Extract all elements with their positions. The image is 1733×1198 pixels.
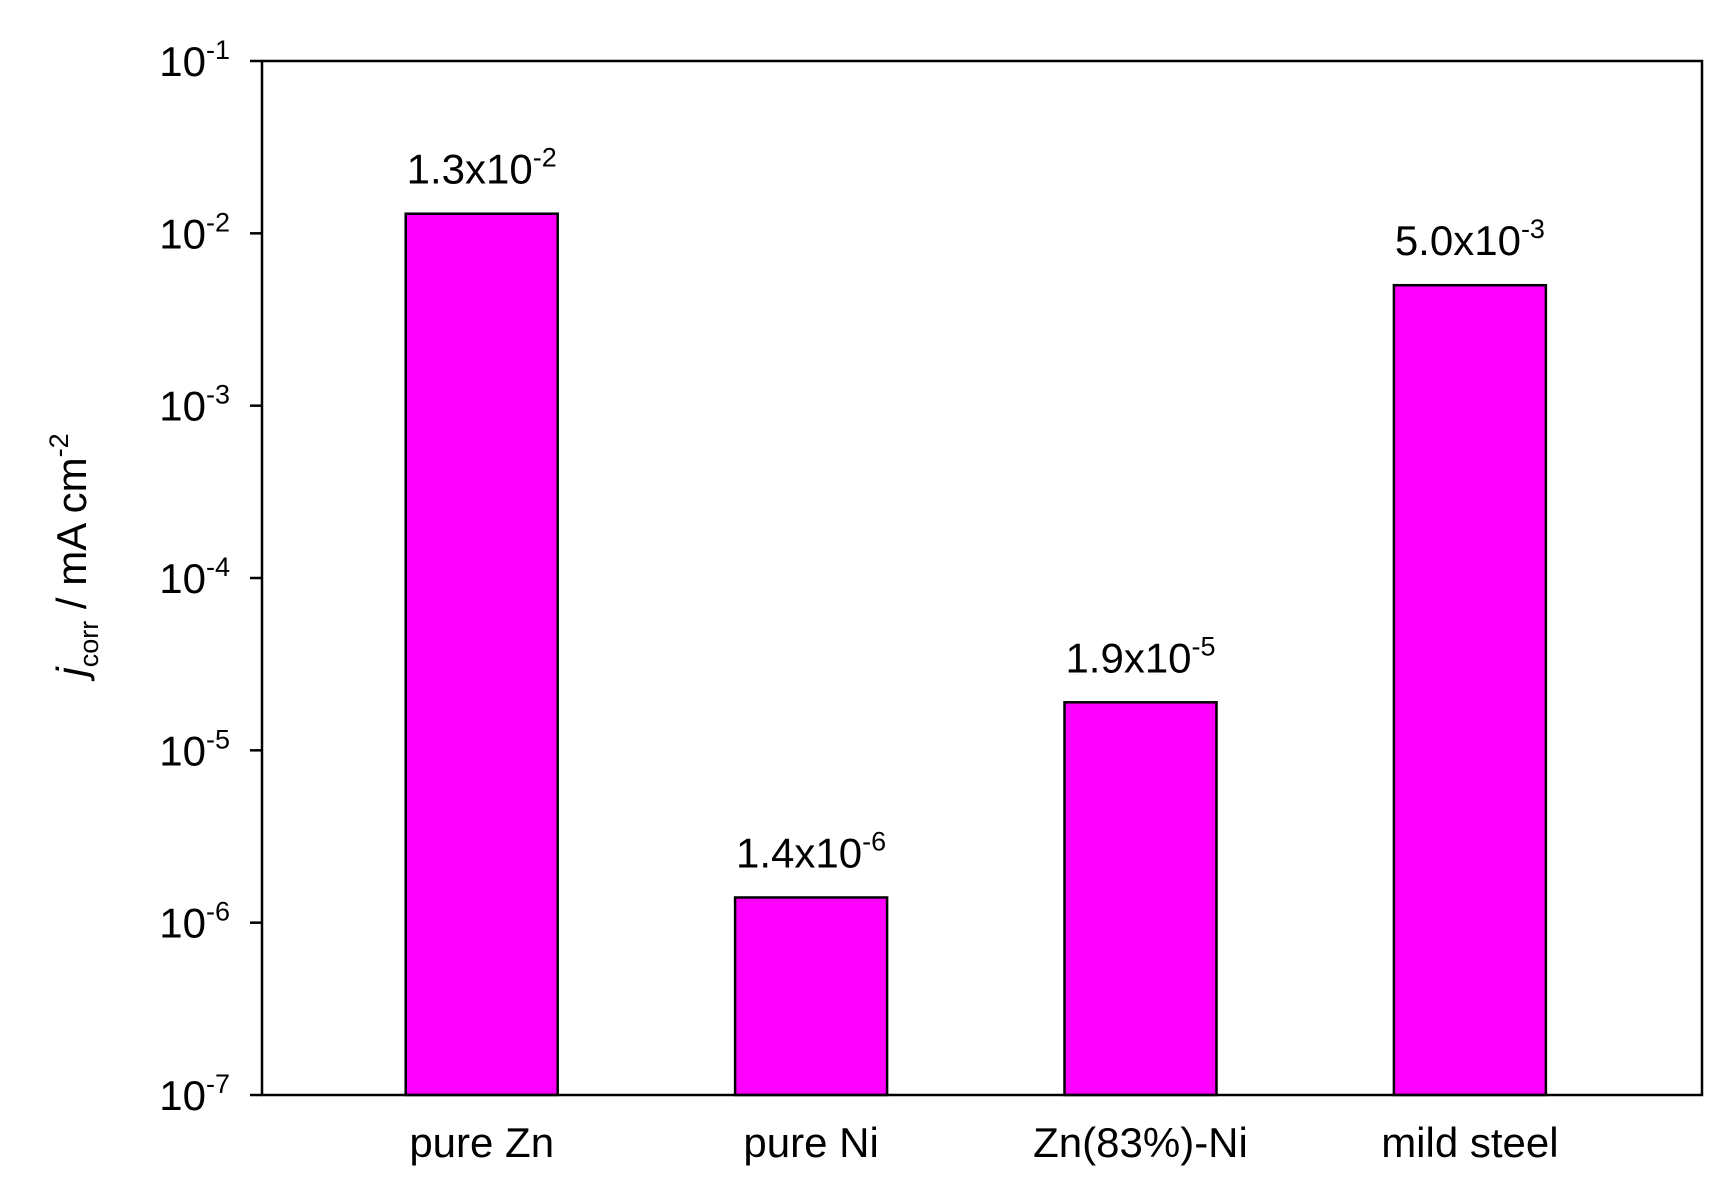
y-tick-exponent: -6 <box>206 897 230 927</box>
bar-value-label: 1.3x10-2 <box>407 143 557 193</box>
y-tick-label: 10-5 <box>159 724 230 774</box>
y-tick-exponent: -4 <box>206 552 230 582</box>
plot-area-frame <box>260 59 1704 1097</box>
x-axis-category-labels: pure Zn pure Ni Zn(83%)-Ni mild steel <box>409 1119 1558 1166</box>
bar-value-label: 1.4x10-6 <box>736 826 886 876</box>
bar-value-labels: 1.3x10-2 1.4x10-6 1.9x10-5 5.0x10-3 <box>407 143 1545 877</box>
x-category-label: pure Ni <box>743 1119 878 1166</box>
bars <box>404 212 1548 1097</box>
y-tick-exponent: -5 <box>206 724 230 754</box>
y-tick-label: 10-2 <box>159 207 230 257</box>
y-tick-label: 10-3 <box>159 380 230 430</box>
bar-value-exponent: -2 <box>533 143 557 173</box>
x-category-label: Zn(83%)-Ni <box>1033 1119 1248 1166</box>
y-tick-exponent: -3 <box>206 380 230 410</box>
bar-value-mantissa: 5.0x10 <box>1395 217 1521 264</box>
y-tick-base: 10 <box>159 727 206 774</box>
y-tick-exponent: -7 <box>206 1069 230 1099</box>
bar-value-mantissa: 1.9x10 <box>1065 634 1191 681</box>
bar <box>733 896 889 1097</box>
y-tick-label: 10-4 <box>159 552 230 602</box>
y-axis-label-unit: / mA cm <box>48 457 95 620</box>
y-axis-label-unit-exponent: -2 <box>44 433 74 457</box>
y-axis-ticks: 10-110-210-310-410-510-610-7 <box>159 35 262 1119</box>
x-category-label: mild steel <box>1381 1119 1558 1166</box>
bar-value-exponent: -5 <box>1192 631 1216 661</box>
y-tick-label: 10-1 <box>159 35 230 85</box>
bar-value-mantissa: 1.3x10 <box>407 146 533 193</box>
bar-value-exponent: -6 <box>862 826 886 856</box>
y-axis-label-subscript: corr <box>74 621 104 668</box>
y-tick-base: 10 <box>159 383 206 430</box>
bar <box>404 212 559 1097</box>
bar <box>1063 701 1218 1097</box>
y-tick-exponent: -2 <box>206 207 230 237</box>
y-tick-base: 10 <box>159 38 206 85</box>
bar-value-label: 1.9x10-5 <box>1065 631 1215 681</box>
y-tick-base: 10 <box>159 900 206 947</box>
y-axis-label: jcorr / mA cm-2 <box>44 433 104 681</box>
y-tick-label: 10-6 <box>159 897 230 947</box>
x-category-label: pure Zn <box>409 1119 554 1166</box>
bar-value-mantissa: 1.4x10 <box>736 829 862 876</box>
bar-value-exponent: -3 <box>1521 214 1545 244</box>
bar <box>1392 283 1548 1097</box>
y-tick-base: 10 <box>159 210 206 257</box>
y-tick-base: 10 <box>159 1072 206 1119</box>
y-tick-exponent: -1 <box>206 35 230 65</box>
bar-value-label: 5.0x10-3 <box>1395 214 1545 264</box>
y-tick-base: 10 <box>159 555 206 602</box>
y-tick-label: 10-7 <box>159 1069 230 1119</box>
